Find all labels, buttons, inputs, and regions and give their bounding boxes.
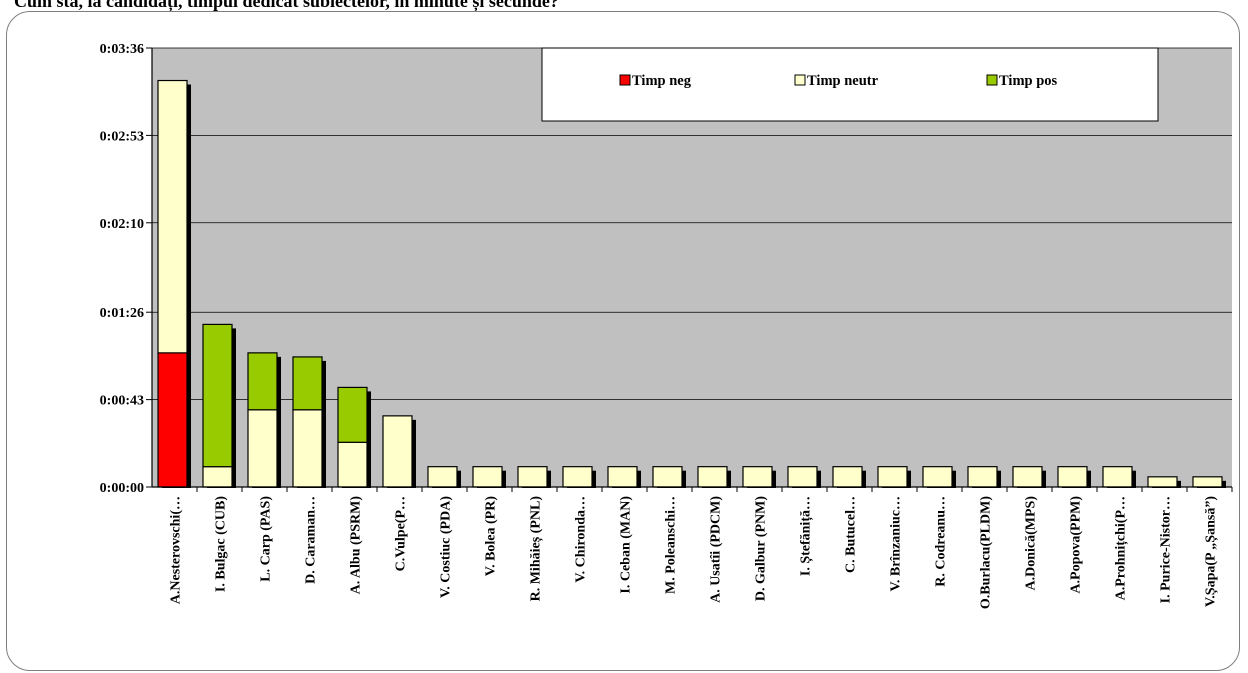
legend-box bbox=[541, 47, 1159, 122]
y-tick-label: 0:01:26 bbox=[100, 306, 144, 321]
x-tick-label: I. Ștefăniță… bbox=[799, 496, 814, 576]
legend-swatch bbox=[619, 74, 631, 86]
x-tick-label: M. Poleanschi… bbox=[664, 496, 679, 594]
bar-segment bbox=[922, 466, 953, 488]
x-tick-label: V. Bolea (PR) bbox=[484, 496, 499, 577]
bar-segment bbox=[607, 466, 638, 488]
legend-label: Timp neg bbox=[632, 73, 692, 89]
legend-swatch bbox=[986, 74, 998, 86]
y-tick-label: 0:03:36 bbox=[100, 42, 144, 57]
bars bbox=[157, 79, 1226, 488]
x-axis-ticks: A.Nesterovschi(… I. Bulgac (CUB) L. Carp (… bbox=[169, 496, 1219, 609]
x-tick-label: I. Bulgac (CUB) bbox=[214, 496, 229, 592]
bar-segment bbox=[967, 466, 998, 488]
bar-segment bbox=[1012, 466, 1043, 488]
x-tick-label: L. Carp (PAS) bbox=[259, 496, 274, 582]
x-tick-label: A.Nesterovschi(… bbox=[169, 496, 184, 604]
x-tick-label: A. Usatîi (PDCM) bbox=[709, 496, 724, 603]
bar-segment bbox=[292, 409, 323, 488]
bar-segment bbox=[517, 466, 548, 488]
bar-segment bbox=[652, 466, 683, 488]
bar-segment bbox=[157, 352, 188, 488]
x-tick-label: V. Costiuc (PDA) bbox=[439, 496, 454, 598]
x-tick-label: C. Butucel… bbox=[844, 496, 859, 573]
bar-segment bbox=[742, 466, 773, 488]
bar-segment bbox=[562, 466, 593, 488]
bar-segment bbox=[697, 466, 728, 488]
bar-segment bbox=[247, 352, 278, 411]
y-tick-label: 0:00:00 bbox=[100, 481, 144, 496]
x-tick-label: I. Purice-Nistor… bbox=[1159, 496, 1174, 603]
bar-segment bbox=[877, 466, 908, 488]
x-tick-label: A.Popova(PPM) bbox=[1069, 496, 1084, 594]
x-tick-label: O.Burlacu(PLDM) bbox=[979, 496, 994, 609]
bar-segment bbox=[1102, 466, 1133, 488]
x-tick-label: R. Mihăieș (PNL) bbox=[529, 496, 544, 602]
bar-segment bbox=[382, 415, 413, 488]
bar-segment bbox=[472, 466, 503, 488]
y-tick-label: 0:02:10 bbox=[100, 217, 144, 232]
bar-segment bbox=[337, 386, 368, 443]
bar-segment bbox=[832, 466, 863, 488]
bar-segment bbox=[427, 466, 458, 488]
x-tick-label: A.Donică(MPS) bbox=[1024, 496, 1039, 591]
x-tick-label: I. Ceban (MAN) bbox=[619, 496, 634, 594]
x-tick-label: C.Vulpe(P… bbox=[394, 496, 409, 571]
bar-segment bbox=[337, 441, 368, 488]
legend-swatch bbox=[794, 74, 806, 86]
bar-segment bbox=[787, 466, 818, 488]
x-tick-label: D. Galbur (PNM) bbox=[754, 496, 769, 601]
y-tick-label: 0:02:53 bbox=[100, 129, 144, 144]
chart-caption: Cum stă, la candidați, timpul dedicat su… bbox=[14, 0, 559, 11]
y-axis-ticks: 0:00:00 0:00:43 0:01:26 0:02:10 0:02:53 0:03:… bbox=[100, 42, 144, 496]
bar-segment bbox=[202, 466, 233, 488]
x-tick-label: R. Codreanu… bbox=[934, 496, 949, 587]
x-tick-label: A.Prohnițchi(P… bbox=[1114, 496, 1129, 600]
bar-segment bbox=[292, 356, 323, 411]
bar-segment bbox=[157, 79, 188, 354]
y-tick-label: 0:00:43 bbox=[100, 394, 144, 409]
bar-segment bbox=[1147, 476, 1178, 488]
x-tick-label: V. Chironda… bbox=[574, 496, 589, 583]
x-tick-label: V.Șapa(P „Șansă”) bbox=[1204, 496, 1219, 607]
legend-label: Timp neutr bbox=[807, 73, 879, 89]
x-tick-label: D. Caraman… bbox=[304, 496, 319, 584]
legend: Timp neg Timp neutr Timp pos bbox=[541, 47, 1159, 122]
x-tick-label: V. Brînzaniuc… bbox=[889, 496, 904, 591]
axes bbox=[146, 47, 1233, 492]
bar-segment bbox=[247, 409, 278, 488]
legend-label: Timp pos bbox=[999, 73, 1058, 89]
bar-segment bbox=[202, 323, 233, 468]
bar-segment bbox=[1192, 476, 1223, 488]
bar-segment bbox=[1057, 466, 1088, 488]
x-tick-label: A. Albu (PSRM) bbox=[349, 496, 364, 595]
